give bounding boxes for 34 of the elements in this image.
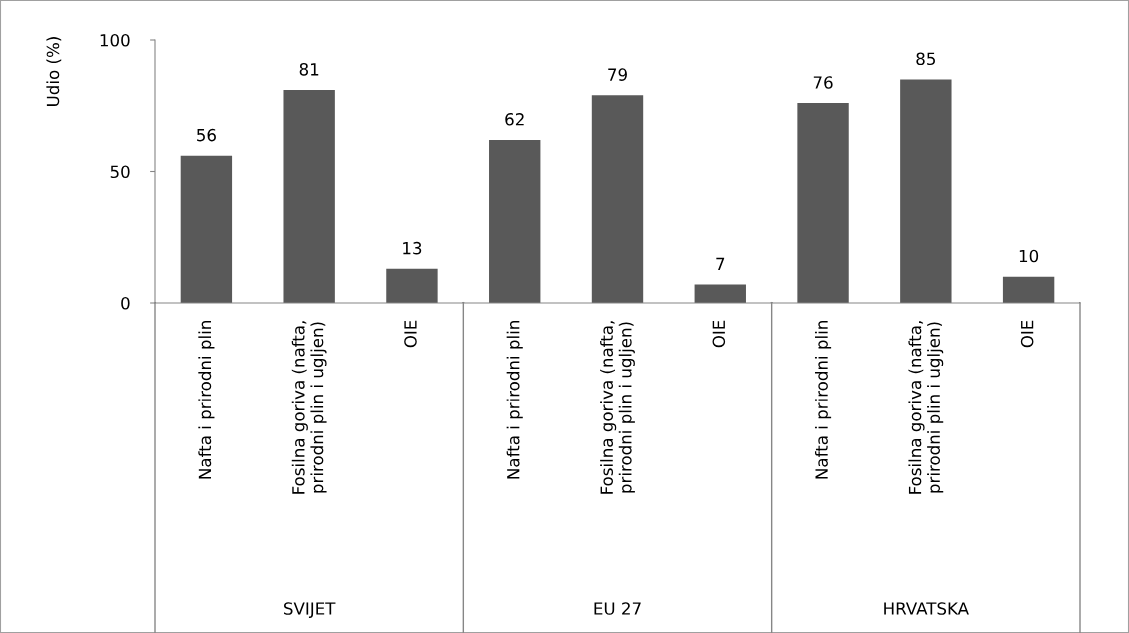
x-tick-label: Fosilna goriva (nafta, prirodni plin i ugljen) — [291, 321, 327, 494]
text: EU 27 — [594, 602, 641, 615]
bar — [694, 284, 746, 303]
bar — [797, 103, 849, 303]
data-label: 56 — [197, 128, 216, 142]
bar — [283, 89, 335, 303]
data-label: 79 — [608, 68, 627, 81]
bar — [386, 268, 438, 303]
x-tick-label: Fosilna goriva (nafta, prirodni plin i ugljen) — [908, 321, 944, 494]
x-tick-label: OIE — [712, 320, 726, 348]
bar — [489, 139, 541, 303]
y-tick-label: 50 — [110, 165, 130, 179]
data-label: 7 — [716, 257, 725, 271]
text: HRVATSKA — [884, 602, 969, 615]
y-axis-title: Udio (%) — [46, 37, 62, 106]
x-tick-label: Nafta i prirodni plin — [506, 321, 523, 479]
x-tick-label: Nafta i prirodni plin — [198, 321, 215, 479]
bar — [1002, 276, 1055, 303]
x-tick-label: Fosilna goriva (nafta, prirodni plin i ugljen) — [600, 321, 635, 494]
bar — [180, 155, 233, 303]
data-label: 13 — [403, 241, 422, 255]
x-tick-label: OIE — [404, 320, 417, 348]
bar — [900, 79, 952, 303]
data-label: 85 — [916, 52, 935, 66]
x-tick-label: Nafta i prirodni plin — [814, 321, 832, 479]
bar — [591, 95, 644, 303]
text: SVIJET — [284, 602, 336, 618]
x-tick-label: OIE — [1020, 320, 1034, 348]
y-tick-label: 100 — [100, 33, 130, 47]
data-label: 10 — [1019, 249, 1039, 263]
y-tick-label: 0 — [121, 296, 130, 310]
data-label: 81 — [299, 63, 319, 76]
data-label: 62 — [505, 112, 524, 126]
data-label: 76 — [813, 76, 833, 89]
